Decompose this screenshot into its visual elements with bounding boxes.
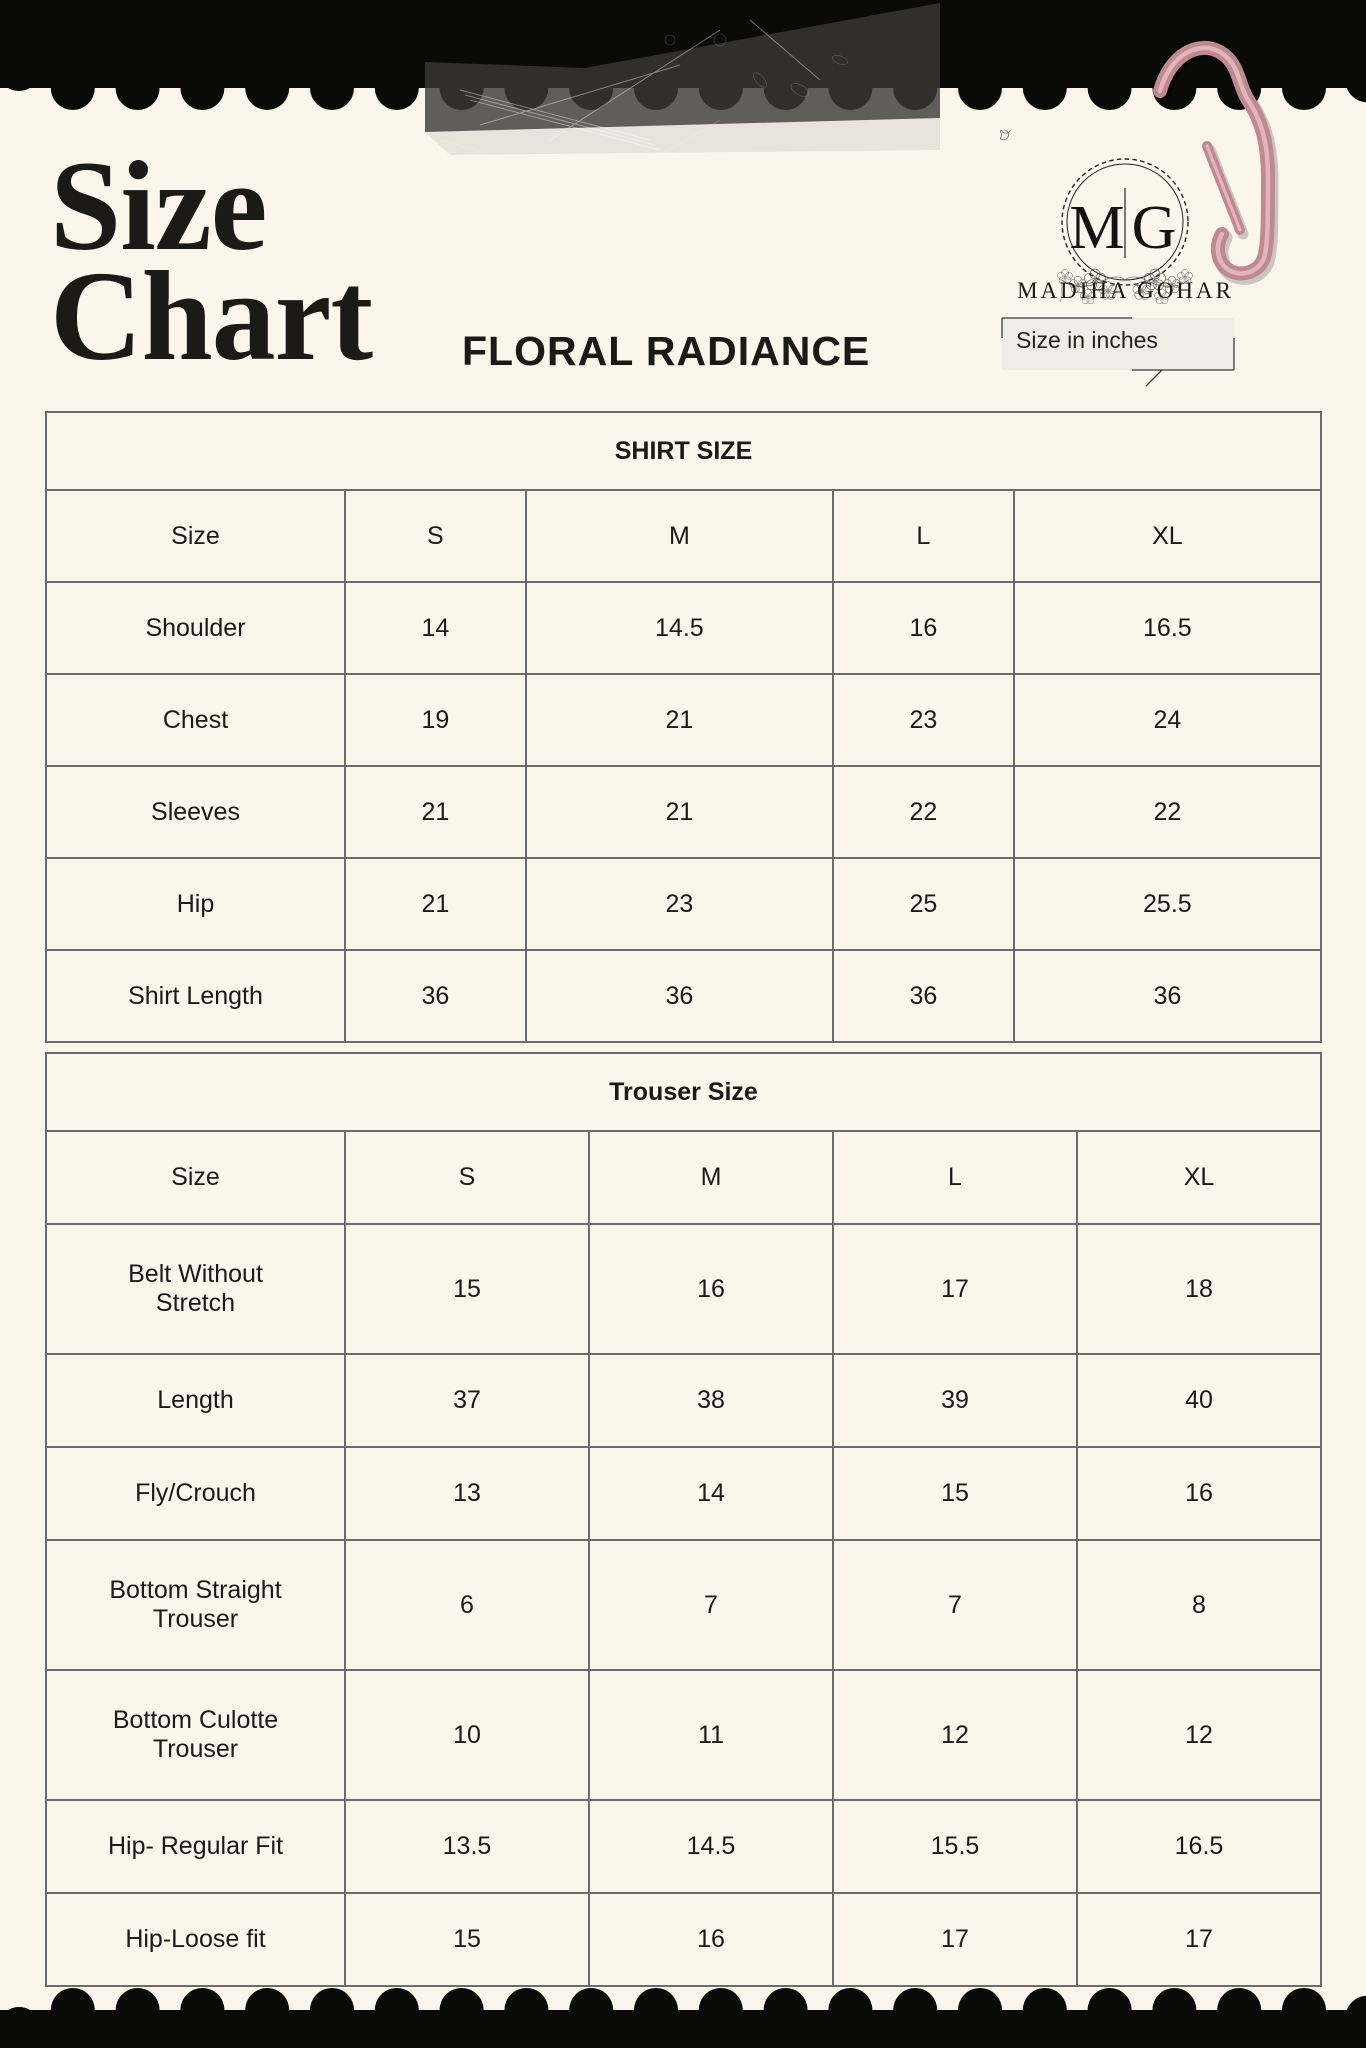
svg-text:M: M: [1069, 194, 1124, 262]
